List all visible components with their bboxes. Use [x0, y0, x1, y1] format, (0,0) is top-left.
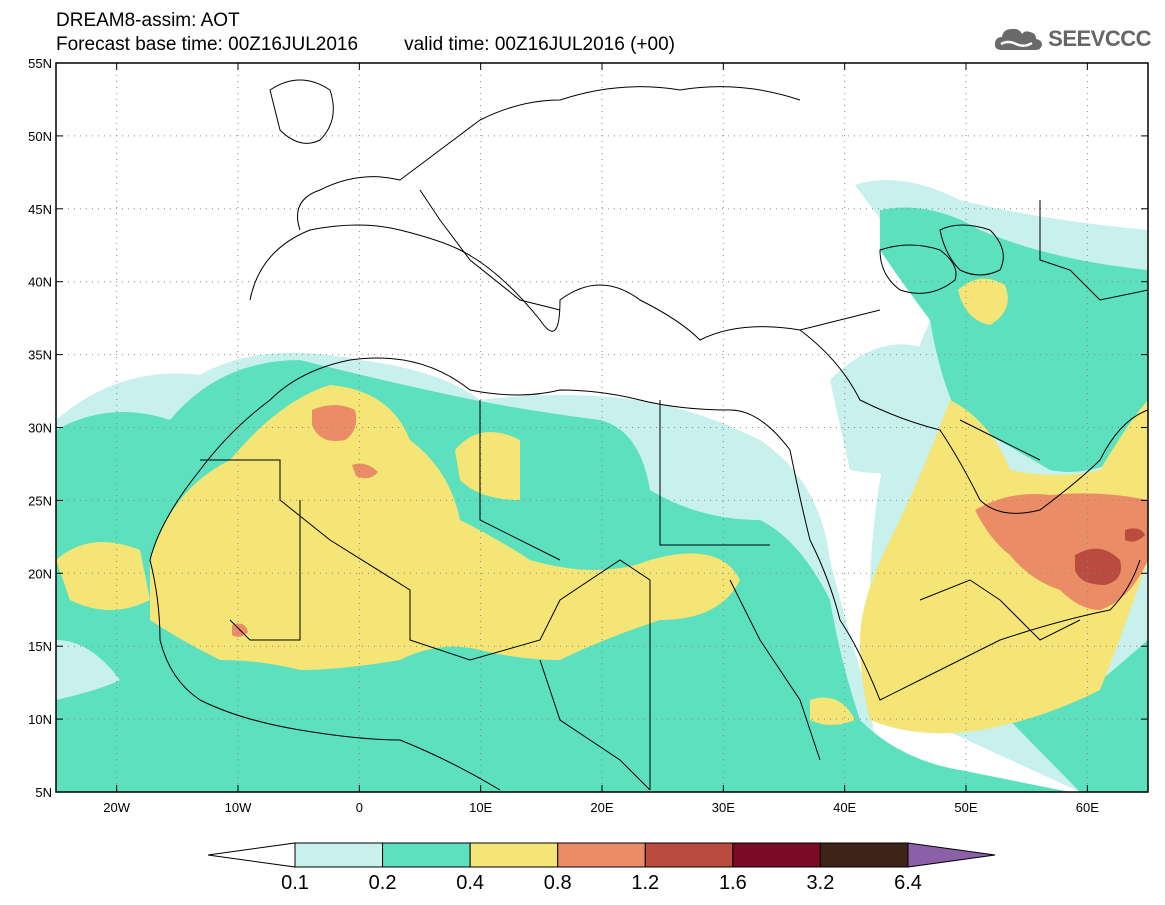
lat-label: 25N	[28, 493, 52, 508]
colorbar-label: 0.8	[543, 872, 572, 894]
colorbar-label: 0.1	[281, 872, 309, 894]
colorbar-label: 0.4	[456, 872, 485, 894]
lat-label: 50N	[28, 129, 52, 144]
lon-label: 0	[356, 800, 363, 815]
forecast-times: Forecast base time: 00Z16JUL2016 valid ti…	[56, 34, 675, 56]
lat-label: 20N	[28, 566, 52, 581]
map-title: DREAM8-assim: AOT	[56, 10, 240, 31]
latitude-axis: 55N 50N 45N 40N 35N 30N 25N 20N 15N 10N 5N	[28, 56, 1148, 800]
lon-label: 60E	[1076, 800, 1099, 815]
map-grid	[56, 63, 1148, 792]
logo-text: SEEVCCC	[1048, 26, 1151, 51]
colorbar-swatch	[819, 842, 909, 868]
lat-label: 30N	[28, 421, 52, 436]
colorbar-swatch	[382, 842, 471, 868]
lon-label: 20W	[103, 800, 130, 815]
colorbar-label: 6.4	[894, 872, 922, 894]
lon-label: 40E	[833, 800, 856, 815]
colorbar-label: 0.2	[368, 872, 397, 894]
colorbar-swatch	[294, 842, 384, 868]
colorbar-swatch	[732, 842, 821, 868]
colorbar-swatch	[644, 842, 734, 868]
aot-field	[56, 180, 1148, 792]
colorbar-label: 3.2	[806, 872, 835, 894]
base-time: Forecast base time: 00Z16JUL2016	[56, 34, 359, 55]
colorbar-under-triangle	[207, 842, 296, 868]
seevccc-logo: SEEVCCC	[992, 24, 1151, 54]
colorbar-over-triangle	[907, 842, 996, 868]
lon-label: 50E	[954, 800, 977, 815]
cloud-icon	[995, 28, 1043, 50]
lat-label: 40N	[28, 275, 52, 290]
coastlines	[149, 79, 1148, 791]
lon-label: 10E	[469, 800, 492, 815]
colorbar	[207, 842, 996, 868]
lat-label: 55N	[28, 56, 52, 71]
lon-label: 20E	[590, 800, 613, 815]
lon-label: 10W	[225, 800, 252, 815]
colorbar-swatch	[557, 842, 646, 868]
valid-time: valid time: 00Z16JUL2016 (+00)	[404, 34, 675, 55]
colorbar-label: 1.2	[631, 872, 660, 894]
lat-label: 10N	[28, 712, 52, 727]
lon-label: 30E	[712, 800, 735, 815]
lat-label: 45N	[28, 202, 52, 217]
colorbar-label: 1.6	[718, 872, 747, 894]
colorbar-swatch	[469, 842, 559, 868]
lat-label: 15N	[28, 639, 52, 654]
lat-label: 5N	[35, 785, 52, 800]
lat-label: 35N	[28, 348, 52, 363]
longitude-axis: 20W 10W 0 10E 20E 30E 40E 50E 60E	[103, 63, 1099, 815]
